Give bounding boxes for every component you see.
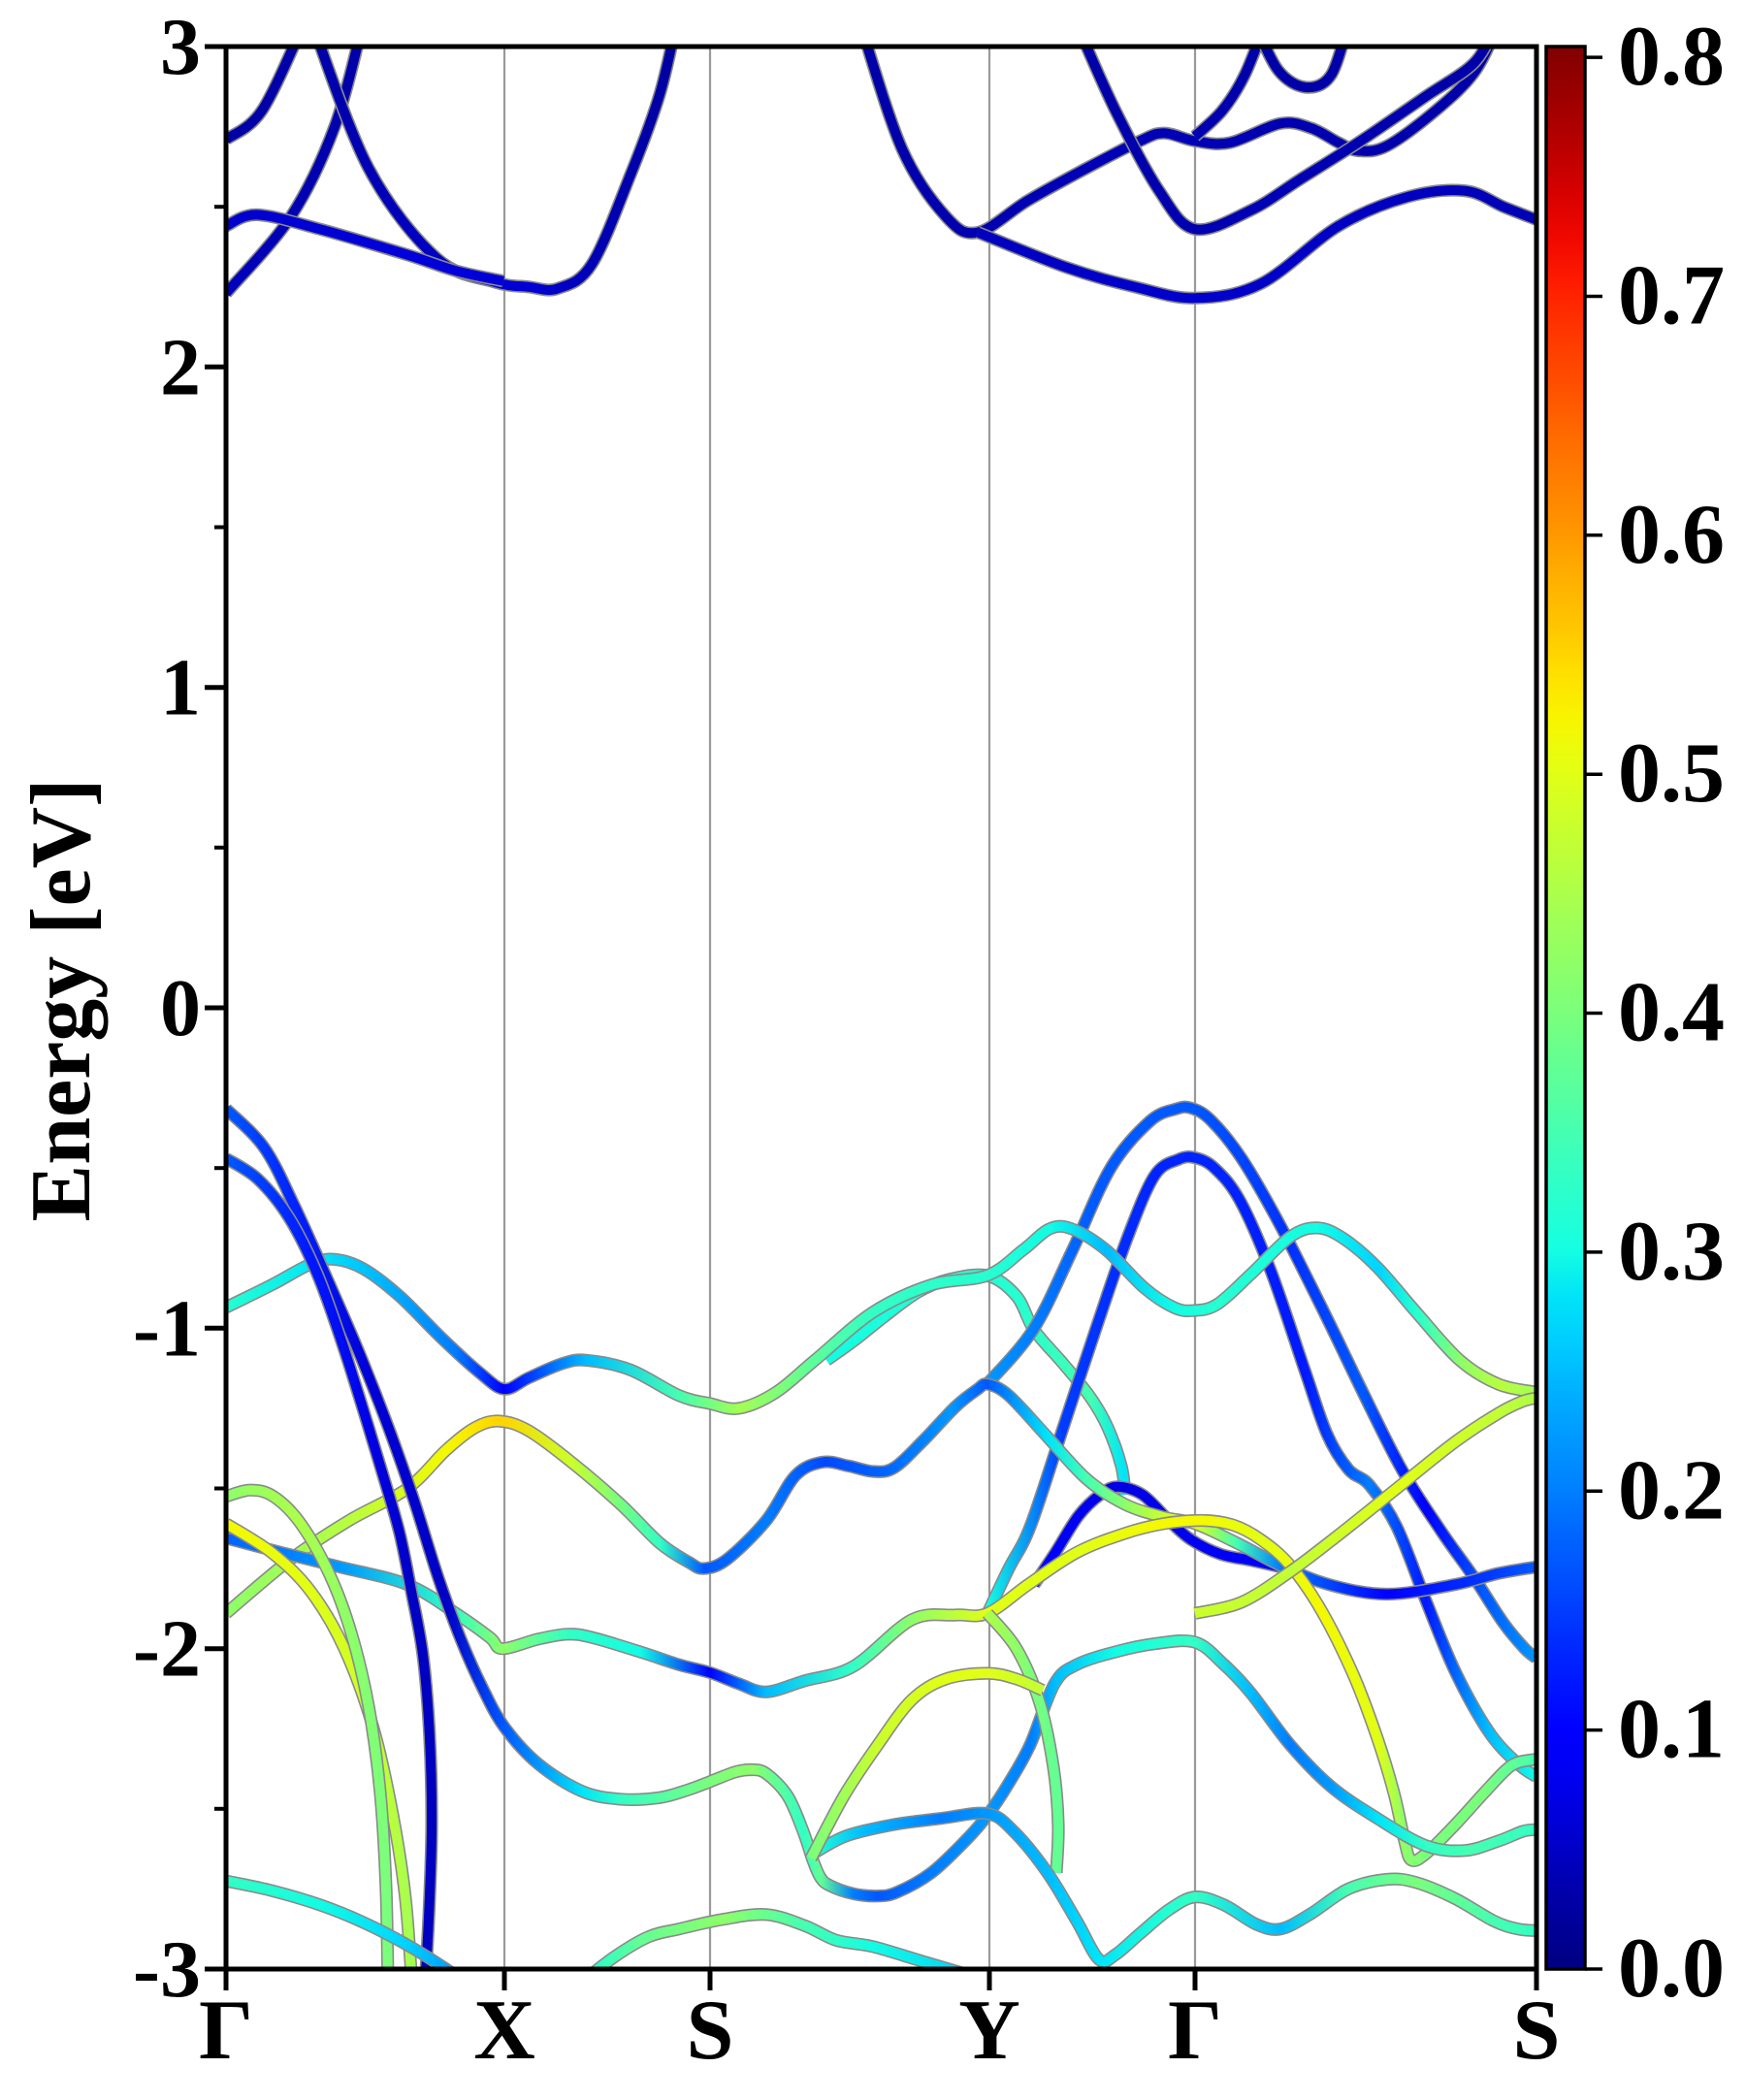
svg-text:3: 3 [160,2,201,92]
svg-text:0.0: 0.0 [1618,1922,1725,2016]
svg-text:0.4: 0.4 [1618,966,1725,1060]
svg-text:0: 0 [160,963,201,1053]
svg-text:0.6: 0.6 [1618,488,1725,582]
svg-text:0.3: 0.3 [1618,1205,1725,1299]
svg-text:1: 1 [160,643,201,733]
svg-text:X: X [473,1984,535,2078]
svg-text:2: 2 [160,322,201,412]
svg-text:S: S [1513,1984,1561,2078]
svg-text:Y: Y [958,1984,1020,2078]
svg-text:Energy [eV]: Energy [eV] [15,779,109,1222]
svg-text:Γ: Γ [199,1984,253,2078]
svg-text:S: S [687,1984,734,2078]
svg-text:0.1: 0.1 [1618,1683,1725,1777]
svg-text:0.2: 0.2 [1618,1443,1725,1537]
svg-text:Γ: Γ [1168,1984,1222,2078]
svg-text:-3: -3 [133,1924,201,2015]
svg-text:0.7: 0.7 [1618,249,1725,343]
svg-text:-2: -2 [133,1604,201,1695]
svg-text:-1: -1 [133,1283,201,1373]
svg-text:0.5: 0.5 [1618,727,1725,821]
svg-text:0.8: 0.8 [1618,10,1725,104]
